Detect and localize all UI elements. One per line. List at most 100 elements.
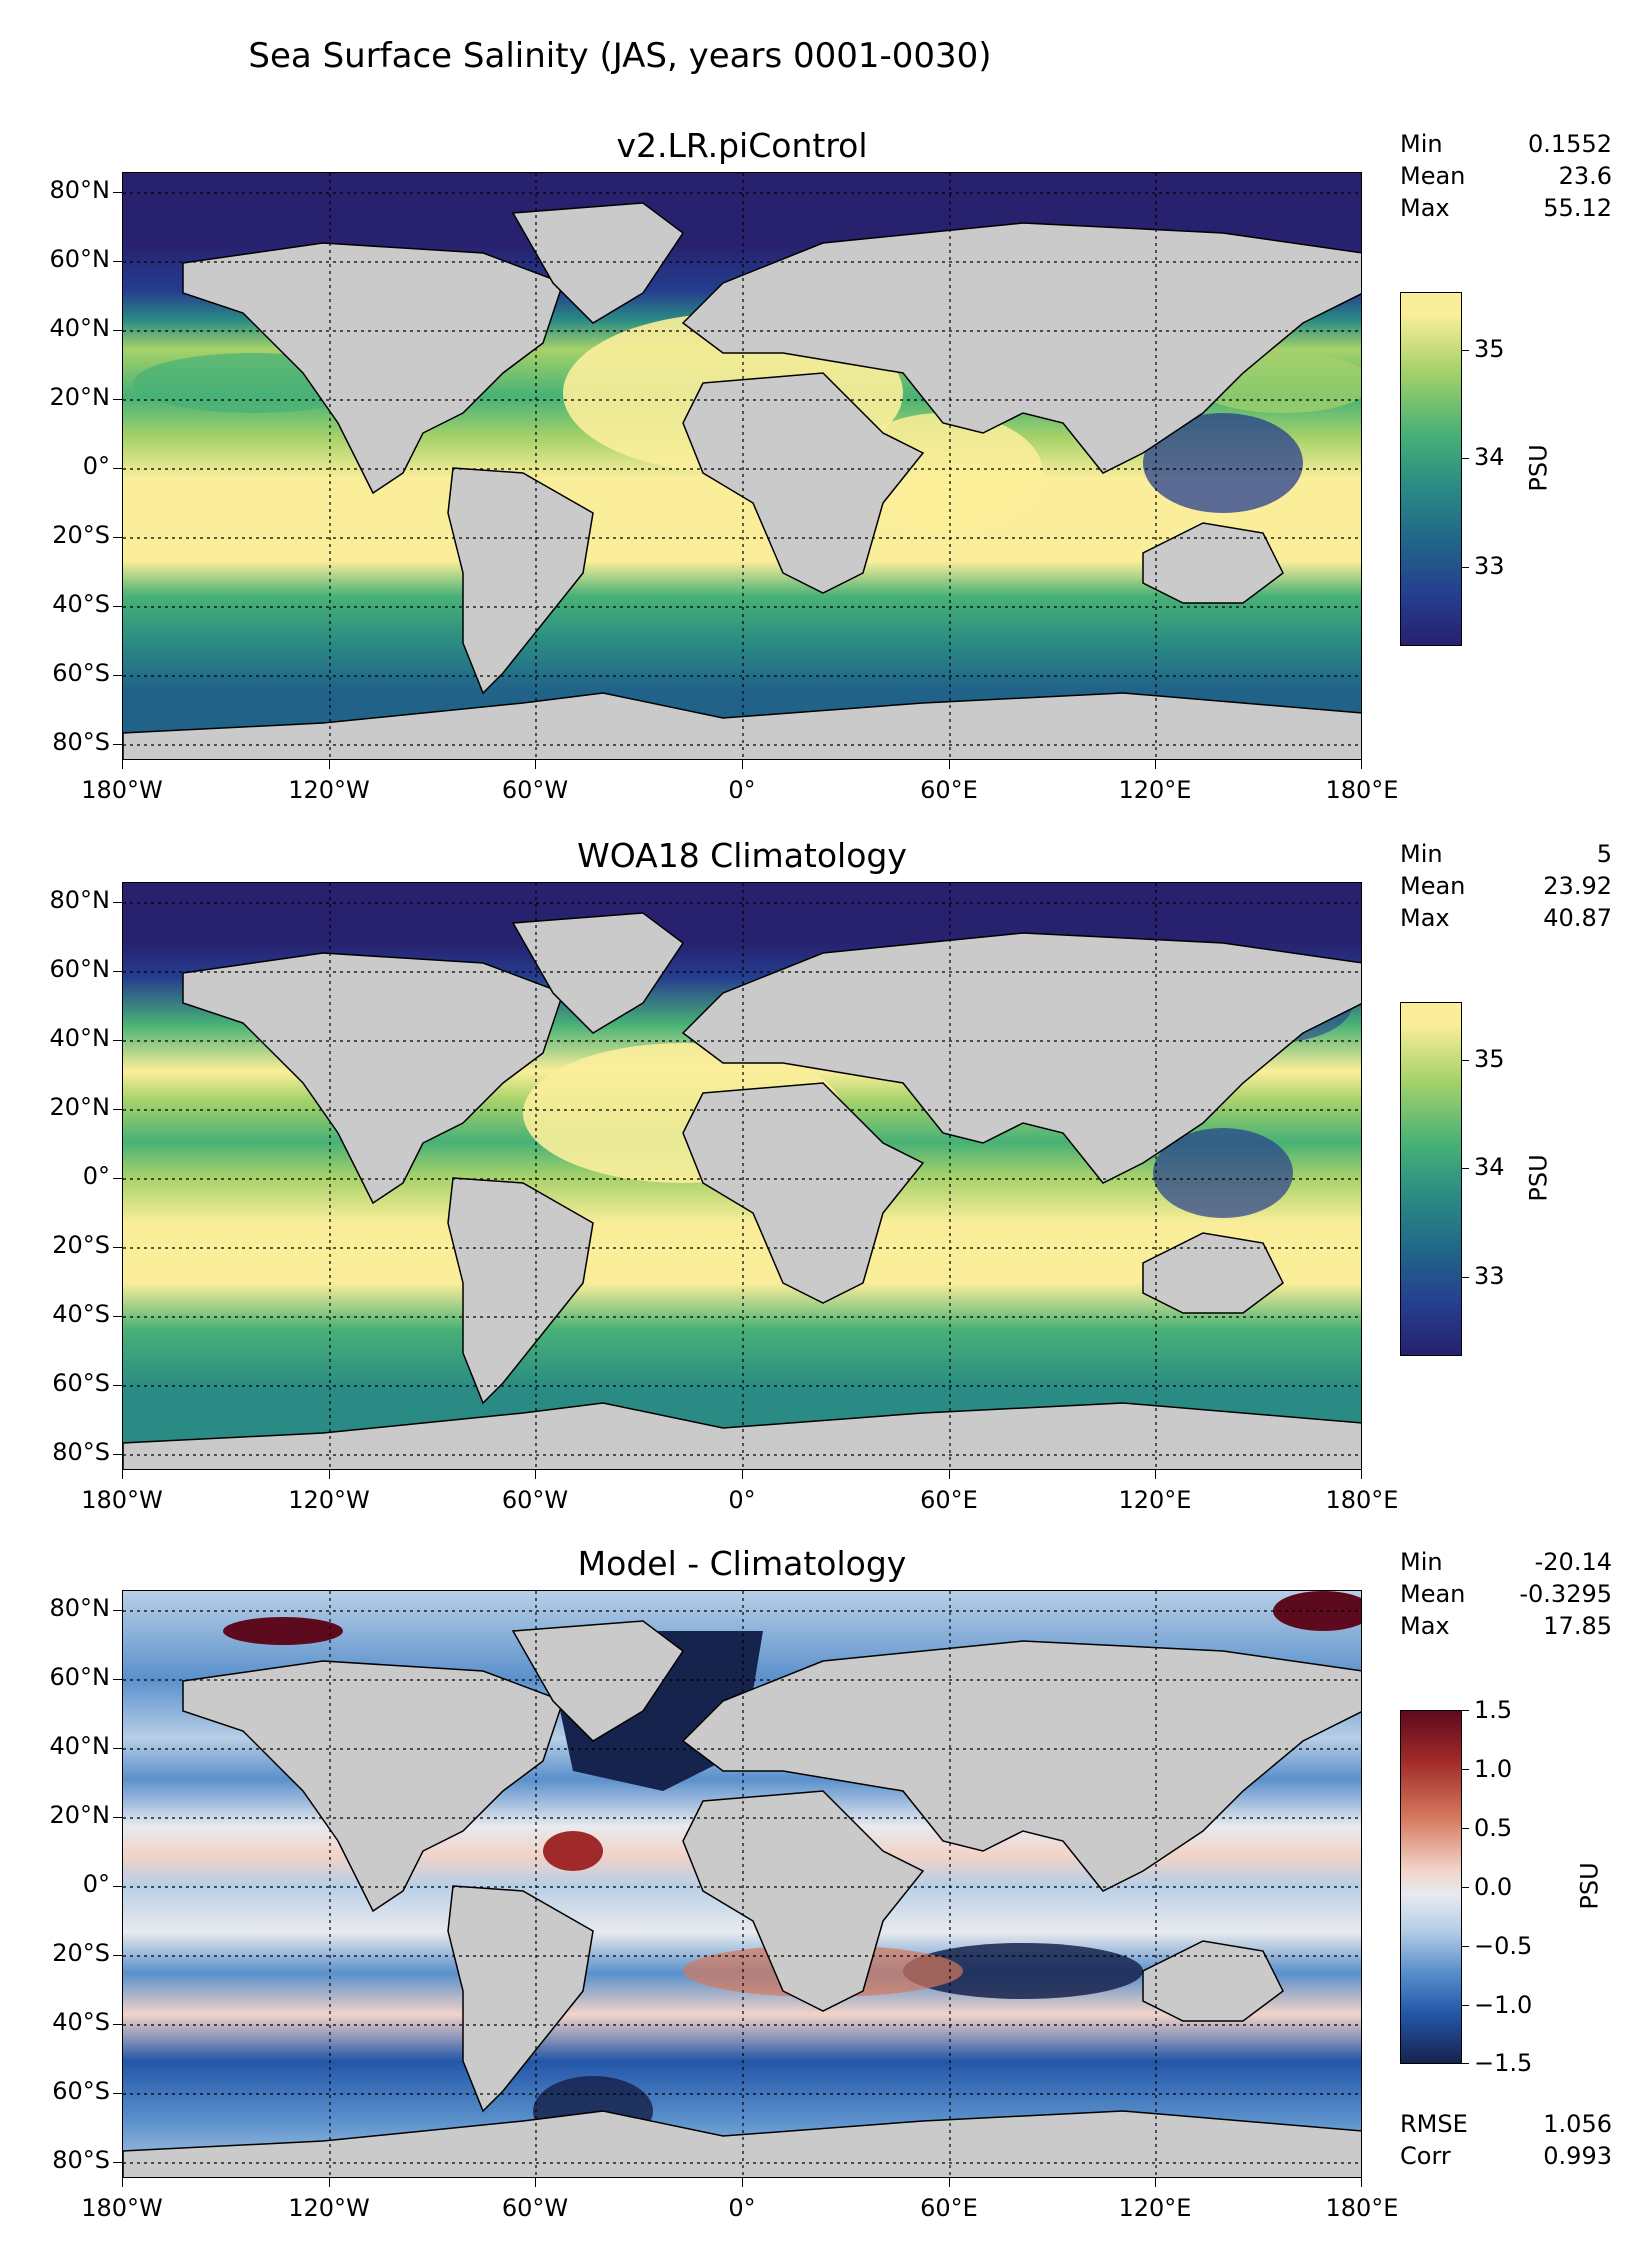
lon-label: 0° — [728, 2194, 756, 2222]
colorbar — [1400, 292, 1462, 646]
stats-box: Min 0.1552 Mean 23.6 Max 55.12 — [1400, 128, 1612, 224]
lat-label: 40°S — [52, 590, 110, 618]
panel-model: v2.LR.piControl — [0, 116, 1651, 836]
stat-mean: 23.6 — [1558, 162, 1612, 190]
lon-label: 180°W — [81, 776, 163, 804]
lat-label: 20°N — [49, 1093, 111, 1121]
lat-label: 80°S — [52, 1438, 110, 1466]
lat-label: 80°S — [52, 728, 110, 756]
lat-label: 20°S — [52, 521, 110, 549]
stats-box: Min -20.14 Mean -0.3295 Max 17.85 — [1400, 1546, 1612, 1642]
lon-label: 120°E — [1118, 1486, 1192, 1514]
metric-corr: 0.993 — [1543, 2142, 1612, 2170]
metrics-box: RMSE 1.056 Corr 0.993 — [1400, 2108, 1612, 2172]
stat-min: -20.14 — [1534, 1548, 1612, 1576]
panel-difference: Model - Climatology — [0, 1534, 1651, 2265]
lat-label: 80°N — [49, 886, 111, 914]
stat-mean: -0.3295 — [1519, 1580, 1612, 1608]
lon-label: 0° — [728, 1486, 756, 1514]
map-model-salinity — [122, 172, 1362, 760]
lat-label: 40°S — [52, 2008, 110, 2036]
lat-label: 80°N — [49, 176, 111, 204]
stat-label: Mean — [1400, 872, 1466, 900]
panel-title-difference: Model - Climatology — [577, 1544, 907, 1583]
stat-min: 5 — [1596, 840, 1612, 868]
stat-max: 17.85 — [1543, 1612, 1612, 1640]
lon-label: 180°W — [81, 1486, 163, 1514]
colorbar-tick: 0.5 — [1474, 1814, 1513, 1842]
stat-label: Max — [1400, 194, 1450, 222]
lat-label: 20°N — [49, 1801, 111, 1829]
lat-label: 60°S — [52, 2077, 110, 2105]
colorbar-tick: 35 — [1474, 335, 1505, 363]
panel-title-model: v2.LR.piControl — [616, 126, 868, 165]
lon-label: 120°W — [288, 2194, 370, 2222]
stat-mean: 23.92 — [1543, 872, 1612, 900]
lon-label: 180°W — [81, 2194, 163, 2222]
colorbar-unit: PSU — [1524, 444, 1553, 492]
lat-label: 20°S — [52, 1231, 110, 1259]
lat-label: 60°N — [49, 1663, 111, 1691]
metric-label: Corr — [1400, 2142, 1451, 2170]
map-climatology-salinity — [122, 882, 1362, 1470]
lon-label: 0° — [728, 776, 756, 804]
colorbar-unit: PSU — [1524, 1154, 1553, 1202]
colorbar-tick: 33 — [1474, 1262, 1505, 1290]
lon-label: 60°W — [501, 1486, 569, 1514]
colorbar-unit: PSU — [1575, 1862, 1604, 1910]
lon-label: 120°E — [1118, 2194, 1192, 2222]
stat-label: Min — [1400, 840, 1443, 868]
colorbar-tick: 35 — [1474, 1045, 1505, 1073]
lat-label: 60°N — [49, 245, 111, 273]
colorbar-tick: 1.0 — [1474, 1755, 1513, 1783]
lat-label: 40°N — [49, 1024, 111, 1052]
stat-min: 0.1552 — [1528, 130, 1612, 158]
lat-label: 20°S — [52, 1939, 110, 1967]
colorbar-tick: 33 — [1474, 552, 1505, 580]
lat-label: 60°N — [49, 955, 111, 983]
lon-label: 60°E — [920, 776, 978, 804]
lon-label: 120°W — [288, 1486, 370, 1514]
lon-label: 120°W — [288, 776, 370, 804]
lat-label: 0° — [82, 452, 110, 480]
lat-label: 60°S — [52, 1369, 110, 1397]
lat-label: 40°N — [49, 314, 111, 342]
stat-label: Max — [1400, 1612, 1450, 1640]
colorbar-tick: −1.0 — [1474, 1991, 1533, 2019]
lon-label: 60°W — [501, 2194, 569, 2222]
lon-label: 60°W — [501, 776, 569, 804]
map-difference-salinity — [122, 1590, 1362, 2178]
stat-label: Max — [1400, 904, 1450, 932]
stats-box: Min 5 Mean 23.92 Max 40.87 — [1400, 838, 1612, 934]
colorbar — [1400, 1002, 1462, 1356]
stat-label: Min — [1400, 1548, 1443, 1576]
panel-climatology: WOA18 Climatology — [0, 826, 1651, 1546]
lat-label: 80°S — [52, 2146, 110, 2174]
lat-label: 0° — [82, 1162, 110, 1190]
lon-label: 60°E — [920, 1486, 978, 1514]
figure-title: Sea Surface Salinity (JAS, years 0001-00… — [248, 36, 992, 76]
colorbar-tick: 1.5 — [1474, 1696, 1513, 1724]
stat-label: Mean — [1400, 162, 1466, 190]
stat-max: 40.87 — [1543, 904, 1612, 932]
metric-label: RMSE — [1400, 2110, 1468, 2138]
lat-label: 60°S — [52, 659, 110, 687]
stat-max: 55.12 — [1543, 194, 1612, 222]
lat-label: 40°N — [49, 1732, 111, 1760]
lon-label: 180°E — [1325, 1486, 1399, 1514]
colorbar-tick: 34 — [1474, 1153, 1505, 1181]
colorbar — [1400, 1710, 1462, 2064]
panel-title-climatology: WOA18 Climatology — [577, 836, 907, 875]
lat-label: 80°N — [49, 1594, 111, 1622]
lon-label: 180°E — [1325, 2194, 1399, 2222]
lat-label: 20°N — [49, 383, 111, 411]
lon-label: 60°E — [920, 2194, 978, 2222]
lat-label: 0° — [82, 1870, 110, 1898]
lon-label: 180°E — [1325, 776, 1399, 804]
colorbar-tick: −0.5 — [1474, 1932, 1533, 1960]
metric-rmse: 1.056 — [1543, 2110, 1612, 2138]
colorbar-tick: 0.0 — [1474, 1873, 1513, 1901]
colorbar-tick: −1.5 — [1474, 2049, 1533, 2077]
stat-label: Mean — [1400, 1580, 1466, 1608]
colorbar-tick: 34 — [1474, 443, 1505, 471]
